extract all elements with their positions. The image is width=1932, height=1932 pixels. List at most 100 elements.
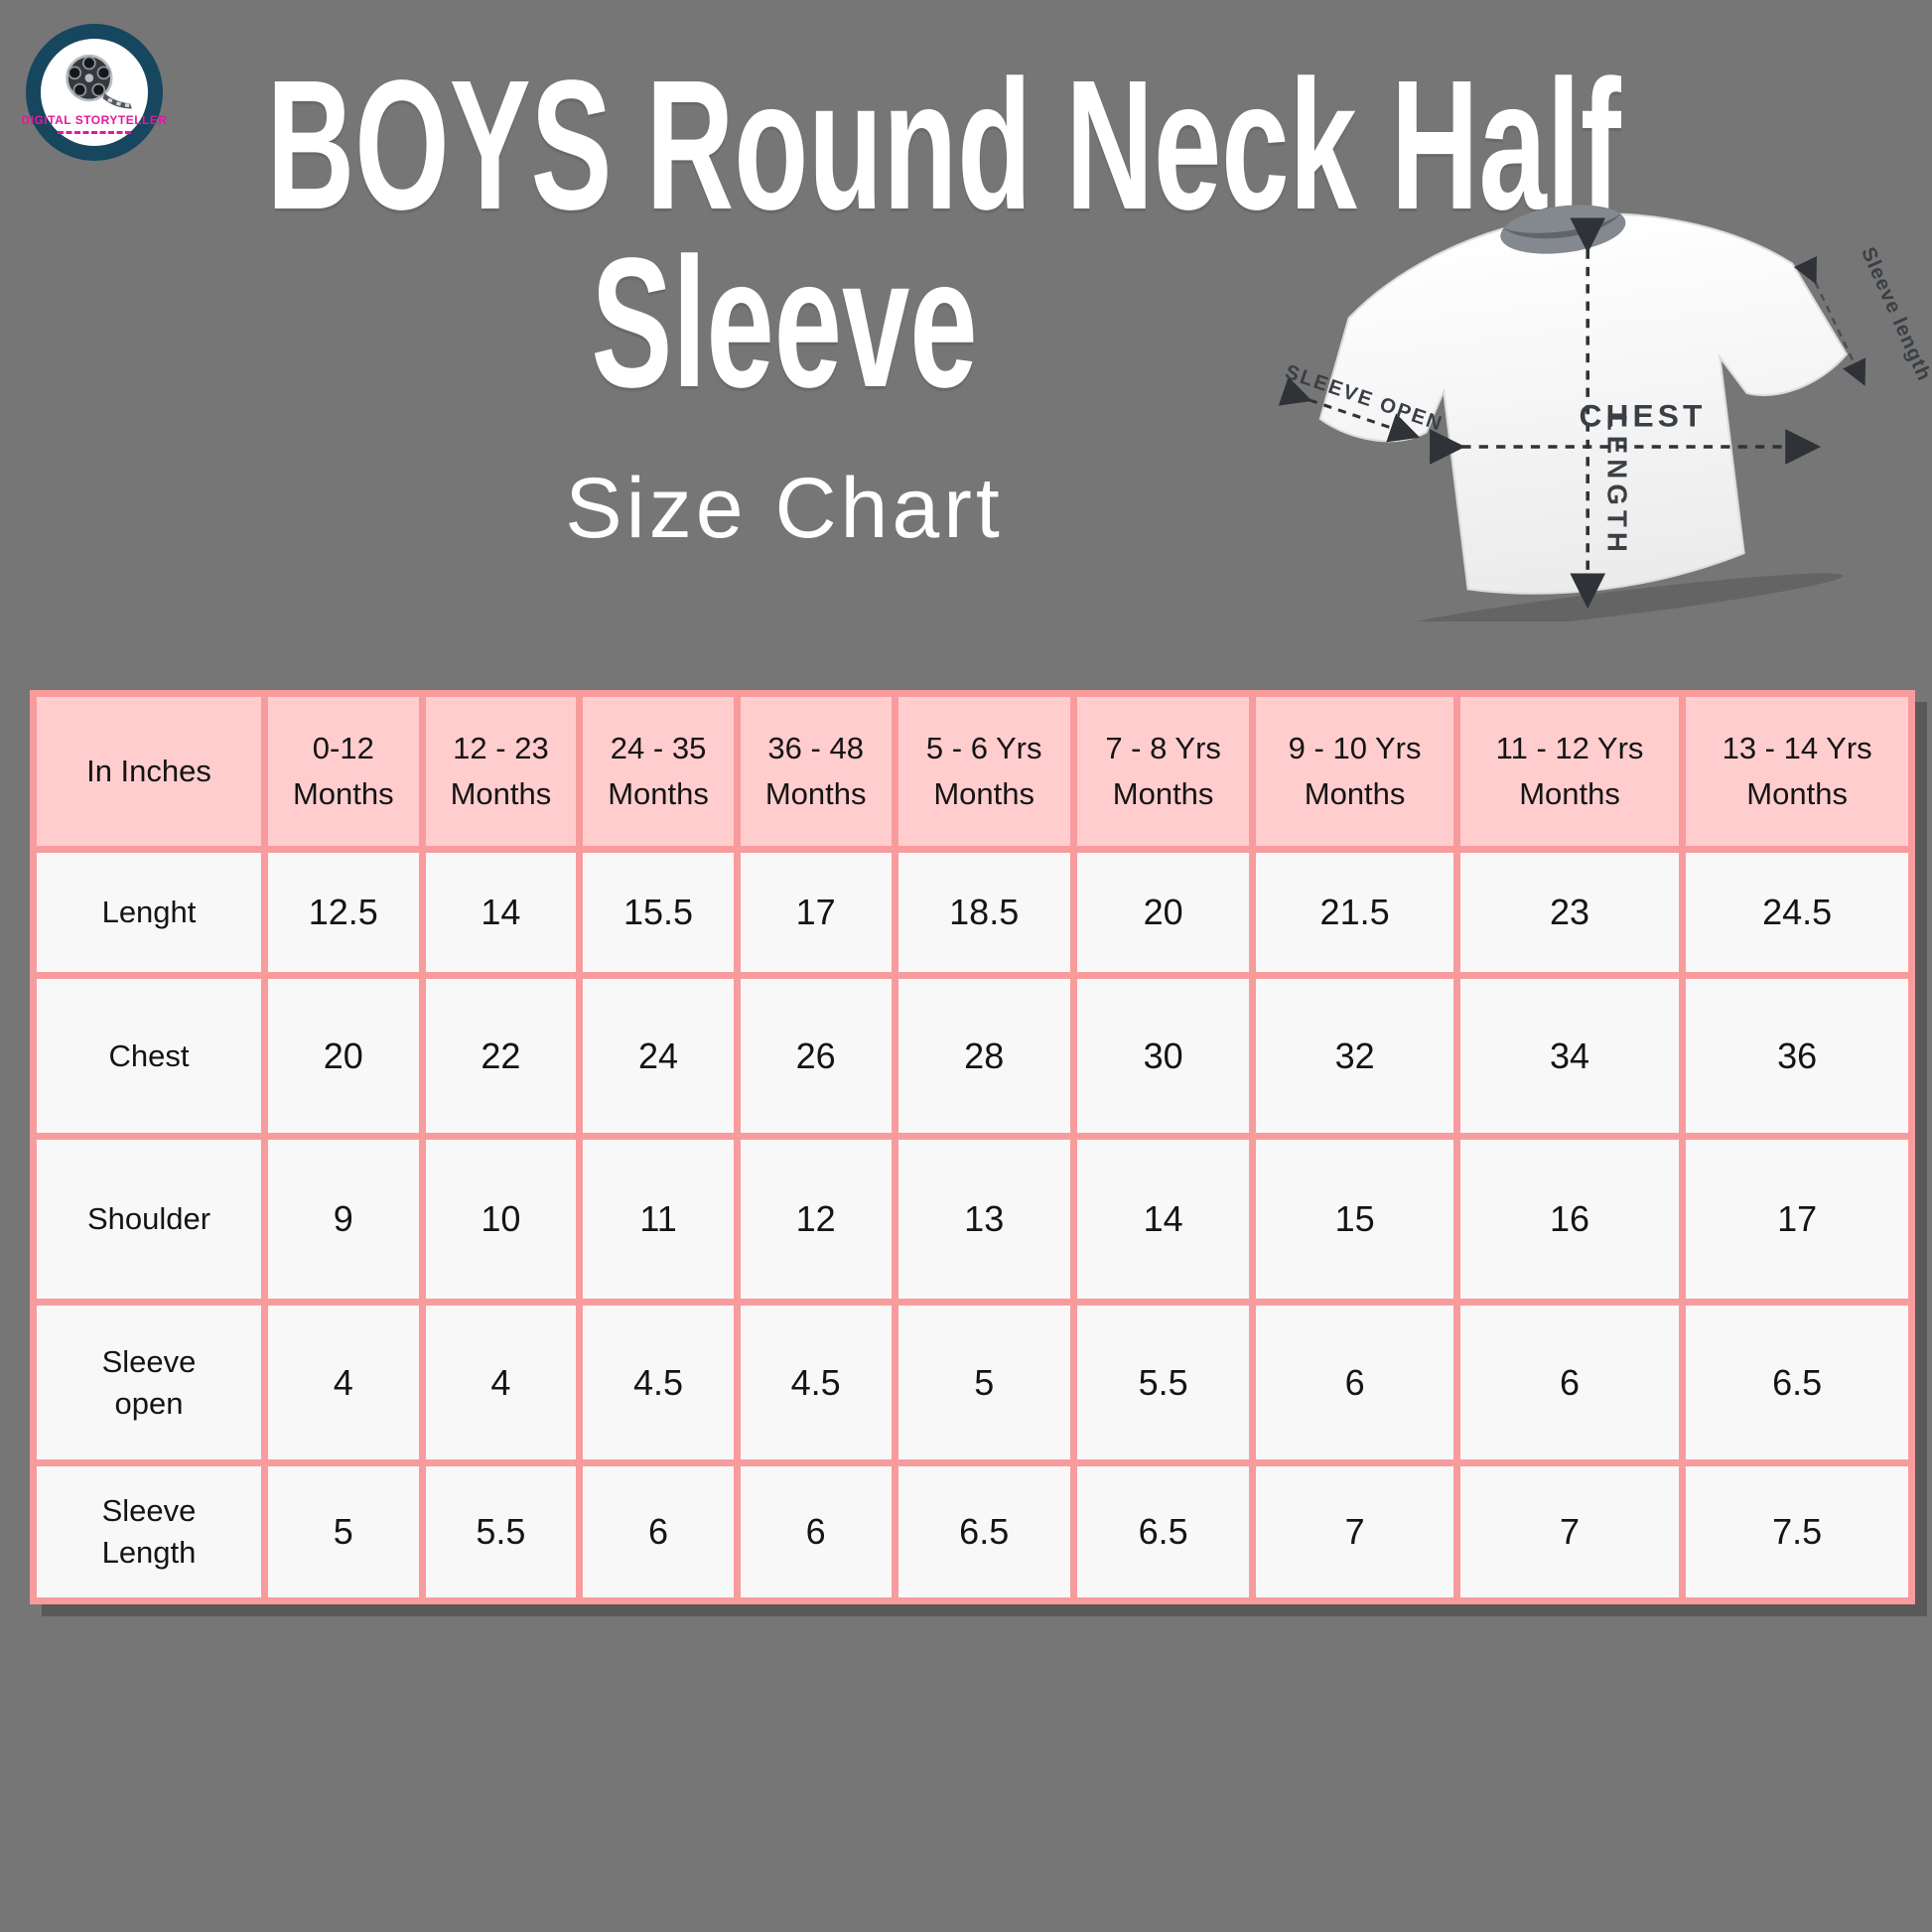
size-value-cell: 34 — [1452, 972, 1687, 1140]
sleeve-open-measure-line — [1278, 376, 1421, 443]
size-value-cell: 7 — [1249, 1459, 1460, 1604]
size-value-cell: 12 — [733, 1133, 898, 1306]
table-header-row: In Inches 0-12 Months 12 - 23 Months 24 - 35… — [30, 690, 1915, 853]
column-header-unit-word: Months — [1746, 776, 1848, 811]
size-value-cell: 5 — [261, 1459, 426, 1604]
size-chart-heading: Size Chart — [565, 461, 1004, 557]
column-header-units: In Inches — [30, 690, 268, 853]
size-value-cell: 22 — [418, 972, 584, 1140]
column-header: 9 - 10 Yrs Months — [1249, 690, 1460, 853]
size-value-cell: 16 — [1452, 1133, 1687, 1306]
size-value-cell: 6 — [1249, 1299, 1460, 1466]
size-value-cell: 28 — [891, 972, 1077, 1140]
row-label: Shoulder — [30, 1133, 268, 1306]
column-header: 12 - 23 Months — [418, 690, 584, 853]
row-label-text: Sleeve Length — [101, 1493, 197, 1570]
size-value-cell: 26 — [733, 972, 898, 1140]
size-value-cell: 11 — [576, 1133, 741, 1306]
column-header-range: 5 - 6 Yrs — [925, 730, 1042, 765]
table-row: Shoulder 9 10 11 12 13 14 15 16 17 — [30, 1133, 1915, 1306]
column-header-range: 13 - 14 Yrs — [1722, 730, 1872, 765]
film-reel-icon — [66, 54, 132, 109]
size-value-cell: 14 — [418, 846, 584, 979]
length-label: LENGTH — [1602, 414, 1633, 557]
size-value-cell: 9 — [261, 1133, 426, 1306]
column-header-range: 11 - 12 Yrs — [1495, 730, 1644, 765]
column-header: 24 - 35 Months — [576, 690, 741, 853]
column-header-unit-word: Months — [764, 776, 867, 811]
column-header: 7 - 8 Yrs Months — [1069, 690, 1257, 853]
brand-name: DIGITAL STORYTELLER — [21, 113, 168, 127]
size-value-cell: 12.5 — [261, 846, 426, 979]
column-header: 36 - 48 Months — [733, 690, 898, 853]
tshirt-measurement-diagram: LENGTH CHEST SLEEVE OPEN Sleeve length — [1278, 205, 1932, 621]
column-header-unit-word: Months — [292, 776, 394, 811]
row-label-text: Lenght — [101, 895, 197, 930]
size-value-cell: 6.5 — [1679, 1299, 1915, 1466]
column-header-unit-word: Months — [1112, 776, 1214, 811]
size-value-cell: 4 — [418, 1299, 584, 1466]
size-value-cell: 23 — [1452, 846, 1687, 979]
size-value-cell: 6.5 — [1069, 1459, 1257, 1604]
size-value-cell: 20 — [1069, 846, 1257, 979]
column-header-unit-word: Months — [450, 776, 552, 811]
size-value-cell: 15.5 — [576, 846, 741, 979]
brand-logo: DIGITAL STORYTELLER — [21, 24, 167, 161]
column-header-unit-word: Months — [933, 776, 1035, 811]
sleeve-length-measure-line — [1793, 255, 1866, 386]
size-value-cell: 5.5 — [418, 1459, 584, 1604]
size-value-cell: 4.5 — [576, 1299, 741, 1466]
size-value-cell: 5.5 — [1069, 1299, 1257, 1466]
size-value-cell: 36 — [1679, 972, 1915, 1140]
size-value-cell: 6 — [576, 1459, 741, 1604]
page-title-line2: Sleeve — [591, 219, 978, 426]
column-header-unit-word: Months — [1519, 776, 1620, 811]
column-header-range: 9 - 10 Yrs — [1288, 730, 1422, 765]
chest-label: CHEST — [1579, 398, 1706, 434]
size-value-cell: 7.5 — [1679, 1459, 1915, 1604]
size-value-cell: 30 — [1069, 972, 1257, 1140]
size-value-cell: 15 — [1249, 1133, 1460, 1306]
size-value-cell: 24.5 — [1679, 846, 1915, 979]
size-value-cell: 4.5 — [733, 1299, 898, 1466]
sleeve-length-label: Sleeve length — [1857, 243, 1932, 384]
column-header-unit-word: Months — [1304, 776, 1406, 811]
page-title-line1: BOYS Round Neck Half — [266, 43, 1621, 248]
size-value-cell: 14 — [1069, 1133, 1257, 1306]
size-chart-table-wrap: In Inches 0-12 Months 12 - 23 Months 24 - 35… — [30, 690, 1915, 1604]
column-header-range: 24 - 35 — [610, 730, 707, 765]
column-header-unit-word: Months — [608, 776, 709, 811]
size-value-cell: 6 — [733, 1459, 898, 1604]
column-header: 0-12 Months — [261, 690, 426, 853]
size-value-cell: 32 — [1249, 972, 1460, 1140]
size-value-cell: 6 — [1452, 1299, 1687, 1466]
column-header: 5 - 6 Yrs Months — [891, 690, 1077, 853]
column-header-range: 7 - 8 Yrs — [1105, 730, 1221, 765]
size-value-cell: 17 — [733, 846, 898, 979]
size-value-cell: 5 — [891, 1299, 1077, 1466]
row-label: Sleeve Length — [30, 1459, 268, 1604]
header: BOYS Round Neck Half Sleeve Size Chart — [0, 54, 1621, 558]
column-header-range: 12 - 23 — [453, 730, 549, 765]
brand-underline — [58, 131, 131, 134]
table-row: Lenght 12.5 14 15.5 17 18.5 20 21.5 23 24.5 — [30, 846, 1915, 979]
row-label: Sleeve open — [30, 1299, 268, 1466]
size-chart-table: In Inches 0-12 Months 12 - 23 Months 24 - 35… — [30, 690, 1915, 1604]
size-value-cell: 4 — [261, 1299, 426, 1466]
size-value-cell: 7 — [1452, 1459, 1687, 1604]
size-value-cell: 10 — [418, 1133, 584, 1306]
size-value-cell: 24 — [576, 972, 741, 1140]
table-row: Sleeve Length 5 5.5 6 6 6.5 6.5 7 7 7.5 — [30, 1459, 1915, 1604]
size-value-cell: 17 — [1679, 1133, 1915, 1306]
size-value-cell: 6.5 — [891, 1459, 1077, 1604]
page-title: BOYS Round Neck Half Sleeve — [267, 54, 1621, 416]
size-value-cell: 20 — [261, 972, 426, 1140]
size-value-cell: 13 — [891, 1133, 1077, 1306]
column-header-range: 36 - 48 — [767, 730, 864, 765]
column-header: 13 - 14 Yrs Months — [1679, 690, 1915, 853]
column-header-range: 0-12 — [312, 730, 374, 765]
row-label-text: Sleeve open — [101, 1343, 197, 1421]
size-value-cell: 18.5 — [891, 846, 1077, 979]
row-label-text: Shoulder — [86, 1201, 211, 1237]
